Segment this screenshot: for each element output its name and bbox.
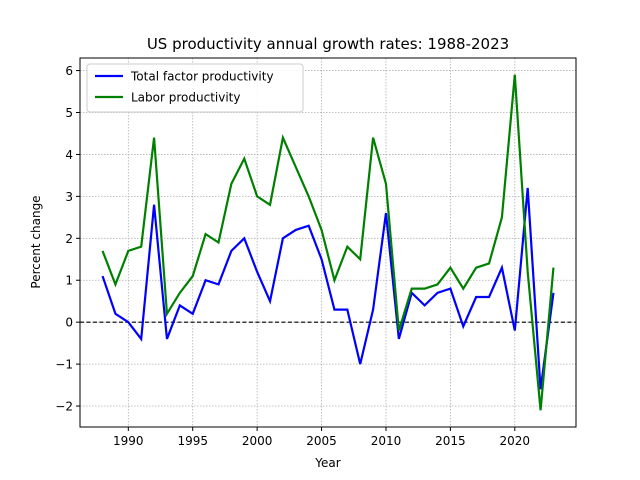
x-tick-label: 2015 (435, 434, 466, 448)
grid-lines (80, 58, 576, 427)
y-tick-label: 4 (65, 148, 73, 162)
x-axis-ticks: 1990 1995 2000 2005 2010 2015 2020 (113, 427, 530, 448)
x-tick-label: 2020 (500, 434, 531, 448)
y-tick-label: 0 (65, 316, 73, 330)
series-lines (101, 74, 555, 411)
x-tick-label: 2000 (242, 434, 273, 448)
x-axis-label: Year (314, 456, 340, 470)
y-tick-label: 6 (65, 64, 73, 78)
plot-area-frame (79, 57, 577, 428)
x-tick-label: 1990 (113, 434, 144, 448)
x-tick-label: 2010 (371, 434, 402, 448)
legend: Total factor productivity Labor producti… (86, 63, 304, 113)
y-tick-label: 5 (65, 106, 73, 120)
series-line-labor-productivity (101, 74, 555, 411)
y-tick-label: 3 (65, 190, 73, 204)
series-line-total-factor-productivity (101, 187, 555, 390)
x-tick-label: 2005 (306, 434, 337, 448)
legend-box (86, 63, 304, 113)
y-tick-label: 1 (65, 274, 73, 288)
x-tick-label: 1995 (177, 434, 208, 448)
y-axis-ticks: −2 −1 0 1 2 3 4 5 6 (55, 64, 80, 414)
legend-label-total-factor-productivity: Total factor productivity (130, 70, 274, 84)
y-tick-label: −1 (55, 358, 73, 372)
legend-label-labor-productivity: Labor productivity (131, 91, 240, 105)
y-axis-label: Percent change (29, 195, 43, 288)
chart-title: US productivity annual growth rates: 198… (147, 35, 509, 53)
y-tick-label: 2 (65, 232, 73, 246)
y-tick-label: −2 (55, 400, 73, 414)
